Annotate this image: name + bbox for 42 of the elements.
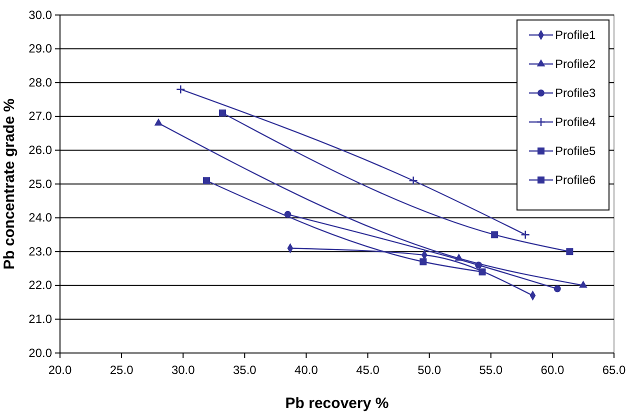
x-tick-label: 60.0 xyxy=(540,363,564,378)
y-tick-label: 26.0 xyxy=(28,143,52,158)
x-tick-label: 45.0 xyxy=(356,363,380,378)
y-tick-label: 24.0 xyxy=(28,210,52,225)
x-tick-label: 35.0 xyxy=(232,363,257,378)
x-axis-title: Pb recovery % xyxy=(285,395,389,412)
y-tick-label: 20.0 xyxy=(28,346,52,360)
y-tick-label: 29.0 xyxy=(28,42,52,56)
point xyxy=(566,248,574,256)
y-tick-label: 30.0 xyxy=(28,8,52,22)
point xyxy=(491,231,498,238)
y-tick-label: 23.0 xyxy=(28,244,52,258)
x-tick-label: 65.0 xyxy=(602,363,626,378)
y-axis-title: Pb concentrate grade % xyxy=(1,98,18,270)
legend-label: Profile1 xyxy=(555,28,596,42)
x-tick-label: 40.0 xyxy=(294,363,318,378)
x-tick-label: 55.0 xyxy=(479,363,503,378)
legend-label: Profile4 xyxy=(555,115,596,130)
x-tick-label: 30.0 xyxy=(171,363,196,378)
point xyxy=(420,258,427,266)
point xyxy=(478,268,486,276)
legend-label: Profile6 xyxy=(555,173,596,188)
point xyxy=(579,280,588,288)
y-tick-label: 25.0 xyxy=(28,176,52,191)
point xyxy=(219,110,226,117)
point xyxy=(408,176,418,186)
legend-label: Profile5 xyxy=(555,144,596,158)
x-tick-label: 20.0 xyxy=(48,363,72,378)
point xyxy=(203,177,210,184)
y-tick-label: 28.0 xyxy=(28,75,52,90)
point xyxy=(475,262,482,269)
x-tick-label: 50.0 xyxy=(418,363,442,378)
y-tick-label: 27.0 xyxy=(28,109,52,124)
point xyxy=(176,84,186,94)
legend-label: Profile3 xyxy=(555,86,596,100)
y-tick-label: 22.0 xyxy=(28,278,52,292)
point xyxy=(154,118,163,126)
point xyxy=(520,230,530,240)
legend-label: Profile2 xyxy=(555,57,596,72)
point xyxy=(554,285,561,292)
x-tick-label: 25.0 xyxy=(110,363,134,378)
y-tick-label: 21.0 xyxy=(28,312,52,326)
